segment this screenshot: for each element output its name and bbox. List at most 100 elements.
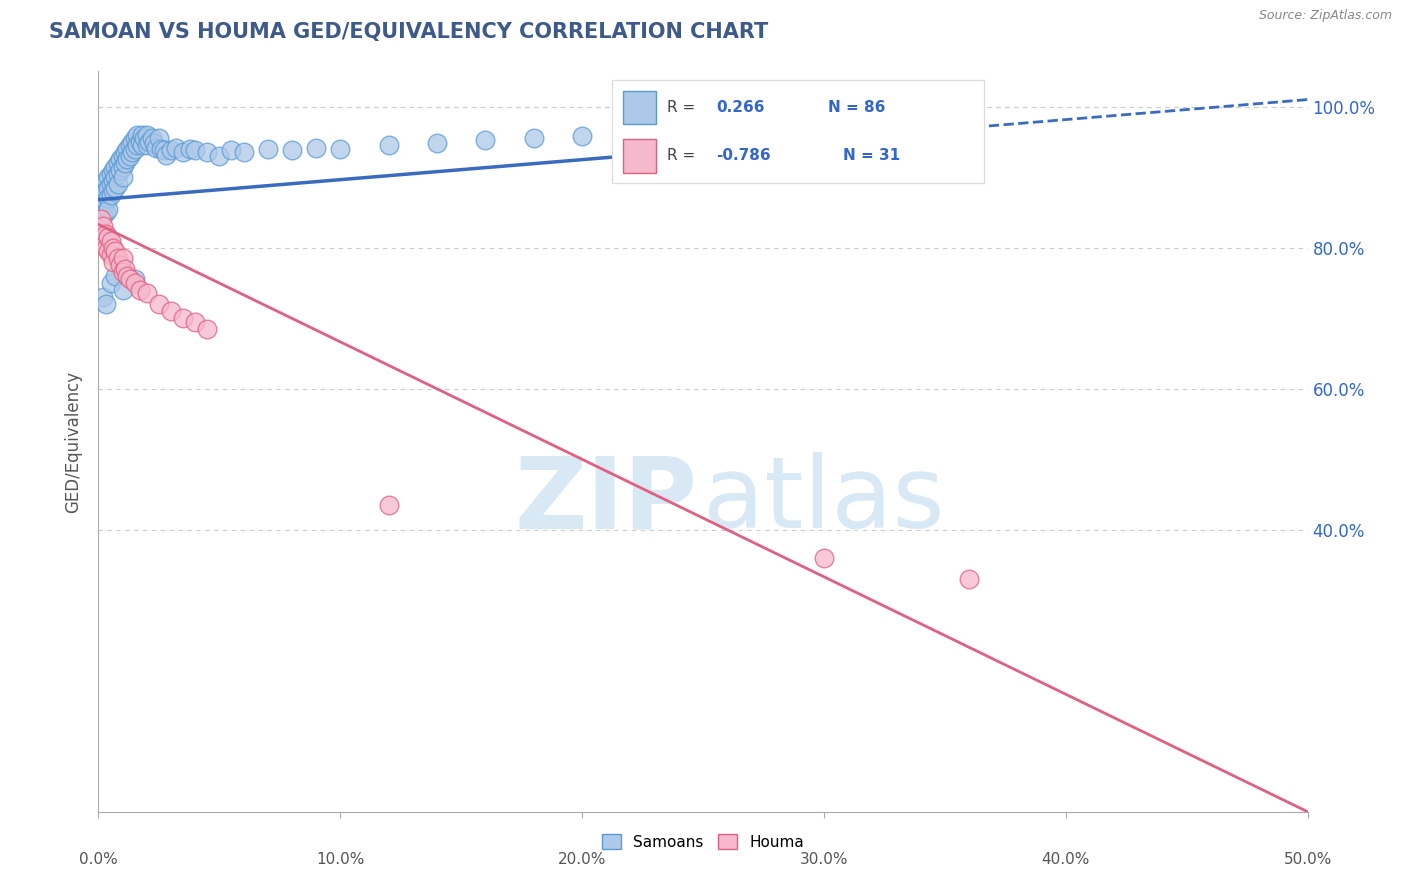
Point [329, 142, 352, 156]
Point [716, 122, 738, 136]
Point [127, 138, 149, 153]
Point [138, 135, 160, 149]
Point [94, 205, 117, 219]
Point [134, 131, 156, 145]
Point [256, 142, 278, 156]
Point [910, 115, 932, 129]
Point [107, 167, 129, 181]
Point [121, 145, 143, 160]
Point [117, 153, 139, 167]
Point [100, 276, 122, 290]
Point [118, 272, 141, 286]
Point [426, 136, 449, 151]
Point [101, 163, 124, 178]
Text: R =: R = [668, 148, 700, 163]
Point [94, 227, 117, 241]
Point [184, 144, 207, 158]
Point [94, 174, 117, 188]
Point [97, 202, 120, 216]
Point [131, 128, 153, 142]
Point [107, 177, 129, 191]
Text: N = 31: N = 31 [842, 148, 900, 163]
Point [114, 145, 136, 160]
Point [141, 131, 163, 145]
Point [195, 322, 218, 336]
Point [91, 290, 114, 304]
Text: 0.266: 0.266 [716, 100, 765, 115]
Point [143, 136, 166, 151]
Point [90, 212, 112, 227]
Point [100, 234, 122, 248]
Point [90, 194, 112, 209]
FancyBboxPatch shape [623, 91, 657, 124]
Point [104, 180, 127, 194]
Point [131, 138, 153, 153]
Point [150, 142, 173, 156]
Point [107, 156, 129, 170]
Point [90, 184, 112, 198]
Point [94, 194, 117, 209]
Point [195, 145, 218, 160]
Point [135, 138, 157, 153]
Point [813, 120, 835, 134]
Text: ZIP: ZIP [515, 452, 697, 549]
Point [91, 209, 114, 223]
Point [117, 268, 139, 283]
Point [101, 184, 124, 198]
Point [94, 241, 117, 255]
Point [523, 131, 546, 145]
Point [813, 550, 835, 565]
Point [97, 170, 120, 185]
Point [91, 219, 114, 234]
Point [127, 128, 149, 142]
Point [118, 149, 141, 163]
Point [111, 170, 134, 185]
Point [111, 283, 134, 297]
Text: atlas: atlas [703, 452, 945, 549]
Point [135, 128, 157, 142]
Point [172, 311, 194, 326]
Point [104, 170, 127, 185]
Point [100, 248, 122, 262]
Point [97, 230, 120, 244]
Point [124, 142, 146, 156]
Point [111, 149, 134, 163]
Point [104, 160, 127, 174]
Point [97, 244, 120, 259]
Point [221, 144, 243, 158]
Point [100, 187, 122, 202]
Text: 0.0%: 0.0% [79, 853, 118, 867]
Point [121, 135, 143, 149]
Point [128, 135, 150, 149]
Point [101, 254, 124, 268]
Point [111, 265, 134, 279]
Text: SAMOAN VS HOUMA GED/EQUIVALENCY CORRELATION CHART: SAMOAN VS HOUMA GED/EQUIVALENCY CORRELAT… [49, 22, 769, 42]
Point [957, 572, 980, 586]
Point [128, 283, 150, 297]
Point [184, 315, 207, 329]
Point [108, 163, 131, 178]
Point [111, 251, 134, 265]
Point [101, 241, 124, 255]
Text: 30.0%: 30.0% [800, 853, 848, 867]
Text: 40.0%: 40.0% [1042, 853, 1090, 867]
Point [179, 142, 201, 156]
Point [148, 131, 170, 145]
Point [100, 167, 122, 181]
Point [232, 145, 254, 160]
Point [97, 191, 120, 205]
Point [108, 258, 131, 272]
Point [474, 133, 496, 147]
Text: -0.786: -0.786 [716, 148, 770, 163]
Text: 20.0%: 20.0% [558, 853, 606, 867]
Point [104, 268, 127, 283]
Point [377, 498, 399, 512]
Point [124, 276, 146, 290]
Text: 10.0%: 10.0% [316, 853, 364, 867]
Point [160, 144, 183, 158]
Point [100, 177, 122, 191]
Point [91, 177, 114, 191]
Point [124, 131, 146, 145]
Point [145, 140, 167, 154]
Point [619, 127, 641, 141]
